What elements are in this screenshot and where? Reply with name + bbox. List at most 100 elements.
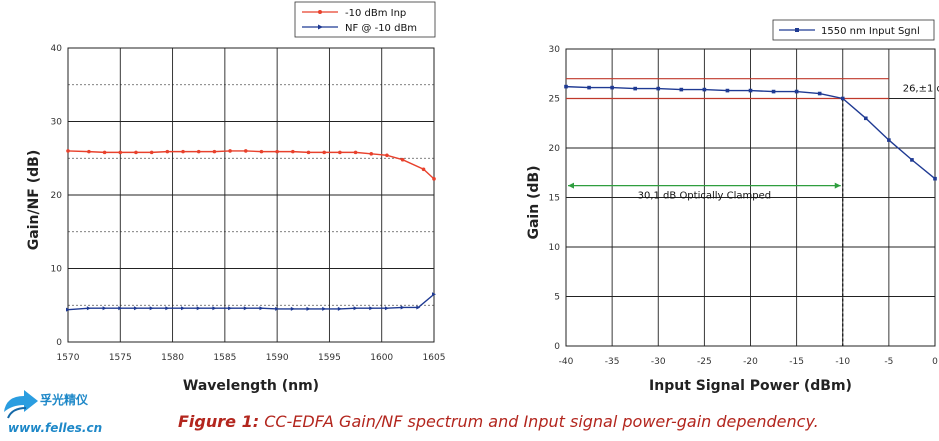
right-y-tick-label: 30 bbox=[549, 45, 561, 55]
left-y-axis-label: Gain/NF (dB) bbox=[26, 150, 42, 250]
left-x-tick-label: 1575 bbox=[109, 353, 132, 363]
right-x-tick-label: -5 bbox=[884, 357, 893, 367]
caption-prefix: Figure 1: bbox=[178, 412, 260, 431]
right-series-point-0 bbox=[564, 84, 568, 89]
left-legend-label-0: -10 dBm Inp bbox=[345, 8, 406, 19]
logo-arrow-icon bbox=[4, 390, 38, 419]
right-y-tick-label: 5 bbox=[554, 293, 560, 303]
right-x-tick-label: -30 bbox=[651, 357, 666, 367]
right-series-point-0 bbox=[771, 89, 776, 94]
left-series-point-1 bbox=[384, 306, 389, 311]
logo-chinese-text: 孚光精仪 bbox=[40, 393, 89, 407]
right-x-tick-label: -10 bbox=[835, 357, 850, 367]
left-y-tick-label: 30 bbox=[51, 118, 63, 128]
left-series-point-1 bbox=[212, 306, 217, 311]
left-series-point-1 bbox=[133, 306, 138, 311]
left-series-point-1 bbox=[322, 306, 327, 311]
right-clamp-arrow-head-right bbox=[834, 182, 841, 189]
left-series-point-1 bbox=[290, 306, 295, 311]
left-series-point-1 bbox=[337, 306, 342, 311]
right-series-point-0 bbox=[864, 116, 868, 121]
right-legend-marker-0 bbox=[795, 28, 799, 32]
left-series-point-0 bbox=[322, 150, 327, 155]
left-series-point-1 bbox=[149, 306, 154, 311]
left-series-point-0 bbox=[243, 149, 248, 153]
left-series-point-0 bbox=[181, 149, 185, 154]
right-legend-box bbox=[772, 19, 935, 41]
left-series-point-1 bbox=[432, 292, 436, 297]
left-legend-marker-1 bbox=[318, 24, 323, 30]
left-series-point-1 bbox=[196, 306, 201, 311]
left-legend-box bbox=[294, 1, 436, 38]
right-clamp-label: 30,1 dB Optically Clamped bbox=[638, 191, 772, 202]
left-series-point-1 bbox=[66, 307, 70, 312]
left-series-point-0 bbox=[165, 149, 170, 154]
figure-caption: Figure 1: CC-EDFA Gain/NF spectrum and I… bbox=[178, 412, 819, 431]
right-x-tick-label: 0 bbox=[932, 357, 938, 367]
left-series-point-0 bbox=[228, 149, 232, 153]
left-series-point-1 bbox=[118, 306, 123, 311]
right-x-axis-label: Input Signal Power (dBm) bbox=[649, 378, 852, 394]
right-y-tick-label: 15 bbox=[549, 194, 560, 204]
right-series-point-0 bbox=[748, 88, 753, 93]
left-x-tick-label: 1570 bbox=[57, 353, 80, 363]
right-clamp-arrow-head-left bbox=[568, 182, 574, 189]
left-x-tick-label: 1595 bbox=[318, 353, 341, 363]
left-series-point-0 bbox=[149, 150, 154, 155]
left-series-point-1 bbox=[400, 305, 405, 310]
left-series-point-1 bbox=[181, 306, 186, 311]
right-x-tick-label: -20 bbox=[743, 357, 758, 367]
felles-logo: 孚光精仪 www.felles.cn bbox=[2, 388, 112, 440]
left-series-point-1 bbox=[102, 306, 107, 311]
left-series-point-0 bbox=[291, 149, 295, 154]
right-series-point-0 bbox=[610, 85, 614, 90]
left-series-point-0 bbox=[338, 150, 342, 155]
right-x-tick-label: -25 bbox=[697, 357, 712, 367]
left-x-tick-label: 1605 bbox=[423, 353, 446, 363]
right-y-tick-label: 0 bbox=[554, 342, 560, 352]
right-series-point-0 bbox=[794, 89, 799, 94]
right-series-point-0 bbox=[633, 86, 637, 91]
left-series-point-1 bbox=[86, 306, 91, 311]
left-series-point-1 bbox=[165, 306, 170, 311]
left-series-point-1 bbox=[275, 306, 280, 311]
right-y-tick-label: 25 bbox=[549, 95, 560, 105]
left-series-point-1 bbox=[243, 306, 248, 311]
right-x-tick-label: -35 bbox=[605, 357, 620, 367]
right-series-point-0 bbox=[840, 96, 845, 101]
left-series-point-0 bbox=[66, 149, 70, 153]
left-series-point-0 bbox=[196, 149, 201, 154]
left-series-point-1 bbox=[228, 306, 233, 311]
left-legend-marker-0 bbox=[318, 10, 322, 14]
left-series-point-0 bbox=[134, 150, 138, 155]
left-y-tick-label: 10 bbox=[51, 265, 63, 275]
right-series-point-0 bbox=[587, 85, 591, 90]
right-series-point-0 bbox=[725, 88, 730, 93]
left-series-point-0 bbox=[87, 149, 91, 154]
left-series-point-0 bbox=[212, 149, 217, 154]
right-series-point-0 bbox=[817, 91, 822, 96]
right-series-point-0 bbox=[887, 138, 891, 142]
left-series-point-0 bbox=[102, 150, 107, 155]
right-band-label: 26,±1 dB bbox=[903, 84, 939, 95]
left-x-axis-label: Wavelength (nm) bbox=[183, 378, 319, 394]
left-series-point-0 bbox=[385, 153, 389, 158]
left-x-tick-label: 1600 bbox=[370, 353, 393, 363]
right-legend-label-0: 1550 nm Input Sgnl bbox=[821, 26, 920, 37]
left-series-line-1 bbox=[67, 293, 435, 311]
left-series-point-0 bbox=[118, 150, 123, 155]
left-series-point-1 bbox=[259, 306, 264, 311]
left-y-tick-label: 0 bbox=[56, 338, 62, 348]
right-x-tick-label: -40 bbox=[559, 357, 574, 367]
left-x-tick-label: 1580 bbox=[161, 353, 184, 363]
caption-text: CC-EDFA Gain/NF spectrum and Input signa… bbox=[259, 412, 819, 431]
left-x-tick-label: 1590 bbox=[266, 353, 289, 363]
left-series-point-0 bbox=[400, 157, 405, 162]
right-y-tick-label: 10 bbox=[549, 243, 561, 253]
right-y-axis-label: Gain (dB) bbox=[526, 165, 542, 239]
right-series-point-0 bbox=[656, 86, 661, 91]
left-y-tick-label: 40 bbox=[51, 44, 63, 54]
left-series-point-0 bbox=[353, 150, 358, 155]
right-series-point-0 bbox=[679, 87, 684, 92]
